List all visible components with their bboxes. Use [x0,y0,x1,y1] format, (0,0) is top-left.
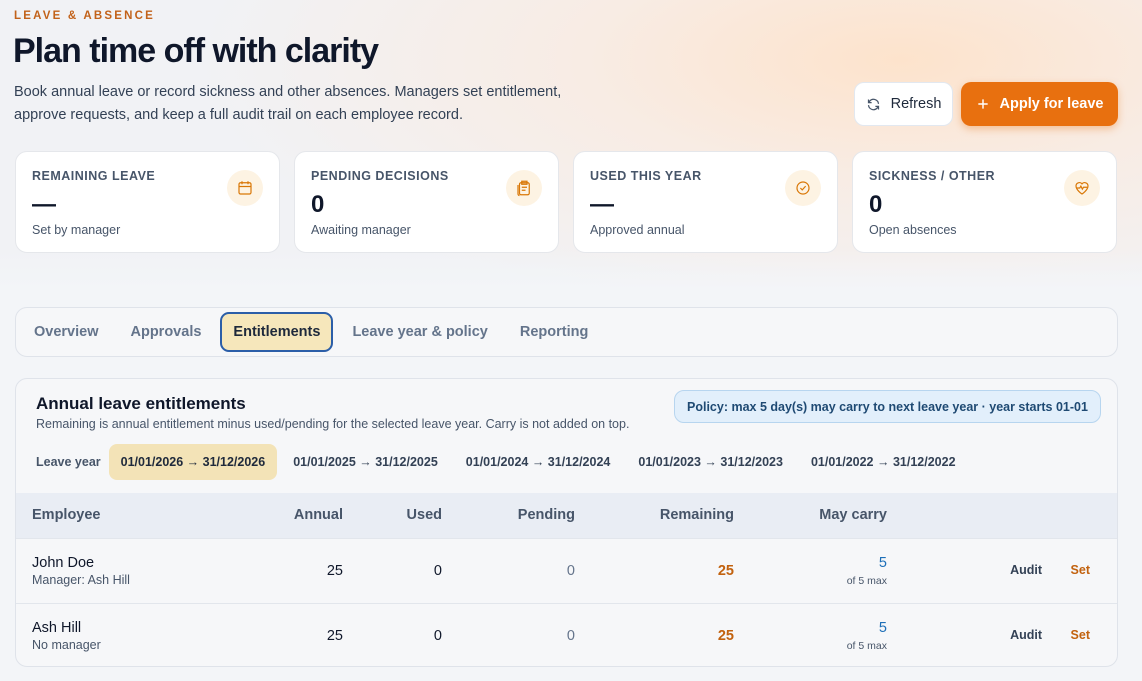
year-option[interactable]: 01/01/2025 → 31/12/2025 [293,455,438,469]
carry-note: of 5 max [846,575,887,587]
column-header: Remaining [659,507,734,523]
stat-icon [785,170,821,206]
year-label: Leave year [36,455,101,469]
stat-value: — [32,191,56,218]
stat-note: Approved annual [590,223,685,237]
used-cell: 0 [433,563,442,579]
remaining-cell: 25 [717,563,734,579]
stat-note: Set by manager [32,223,121,237]
refresh-label: Refresh [890,96,942,112]
column-header: Employee [32,507,101,523]
carry-note: of 5 max [846,640,887,652]
icon [796,181,810,195]
eyebrow: LEAVE & ABSENCE [14,10,155,22]
column-header: Used [406,507,442,523]
column-header: May carry [819,507,887,523]
set-button[interactable]: Set [1070,628,1090,642]
remaining-cell: 25 [717,628,734,644]
year-option[interactable]: 01/01/2024 → 31/12/2024 [465,455,611,469]
icon [1075,182,1089,195]
plus-icon [977,99,988,109]
icon [517,180,530,197]
pending-cell: 0 [566,563,575,579]
audit-button[interactable]: Audit [1010,628,1042,642]
stat-value: 0 [869,191,883,218]
stat-icon [506,170,542,206]
stat-value: 0 [311,191,325,218]
employee-name: John Doe [32,555,95,571]
stat-note: Awaiting manager [311,223,411,237]
carry-cell: 5 [878,620,887,636]
stat-label: USED THIS YEAR [590,169,702,183]
tab[interactable]: Entitlements [220,312,334,352]
apply-label: Apply for leave [999,96,1104,112]
pending-cell: 0 [566,628,575,644]
description: Book annual leave or record sickness and… [14,84,562,123]
table-row: John Doe Manager: Ash Hill 25 0 0 25 5 of 5 max… [16,538,1117,603]
annual-cell: 25 [326,628,343,644]
stat-card: USED THIS YEAR — Approved annual [573,151,838,253]
tab[interactable]: Overview [34,324,99,340]
stat-value: — [590,191,614,218]
stat-label: PENDING DECISIONS [311,169,449,183]
employee-manager: Manager: Ash Hill [32,573,130,587]
column-header: Annual [293,507,343,523]
used-cell: 0 [433,628,442,644]
year-selector: Leave year 01/01/2026 → 31/12/2026 01/01/… [36,444,972,480]
year-option[interactable]: 01/01/2023 → 31/12/2023 [638,455,783,469]
tab[interactable]: Reporting [519,324,589,340]
page-title: Plan time off with clarity [13,32,379,70]
annual-cell: 25 [326,563,343,579]
stat-card: REMAINING LEAVE — Set by manager [15,151,280,253]
stat-note: Open absences [869,223,957,237]
employee-name: Ash Hill [32,620,82,636]
set-button[interactable]: Set [1070,563,1090,577]
policy-pill: Policy: max 5 day(s) may carry to next l… [674,390,1101,423]
refresh-button[interactable]: Refresh [854,82,953,126]
audit-button[interactable]: Audit [1010,563,1042,577]
icon [238,181,252,195]
table-row: Ash Hill No manager 25 0 0 25 5 of 5 max Audit Se… [16,603,1117,666]
table-header: Employee Annual Used Pending Remaining May ca… [16,493,1117,538]
year-option[interactable]: 01/01/2022 → 31/12/2022 [810,455,956,469]
entitlements-panel: Annual leave entitlements Remaining is a… [15,378,1118,667]
stat-label: SICKNESS / OTHER [869,169,996,183]
panel-subtitle: Remaining is annual entitlement minus us… [36,417,630,431]
panel-title: Annual leave entitlements [36,394,246,413]
stat-card: PENDING DECISIONS 0 Awaiting manager [294,151,559,253]
column-header: Pending [517,507,575,523]
stat-icon [227,170,263,206]
apply-button[interactable]: Apply for leave [961,82,1118,126]
tab-bar: Overview Approvals Entitlements Leave year … [15,307,1118,357]
carry-cell: 5 [878,555,887,571]
employee-manager: No manager [32,638,101,652]
stat-icon [1064,170,1100,206]
stat-label: REMAINING LEAVE [32,169,156,183]
tab[interactable]: Approvals [130,324,202,340]
stat-card: SICKNESS / OTHER 0 Open absences [852,151,1117,253]
tab[interactable]: Leave year & policy [352,324,488,340]
refresh-icon [867,98,879,110]
year-option[interactable]: 01/01/2026 → 31/12/2026 [108,444,278,480]
